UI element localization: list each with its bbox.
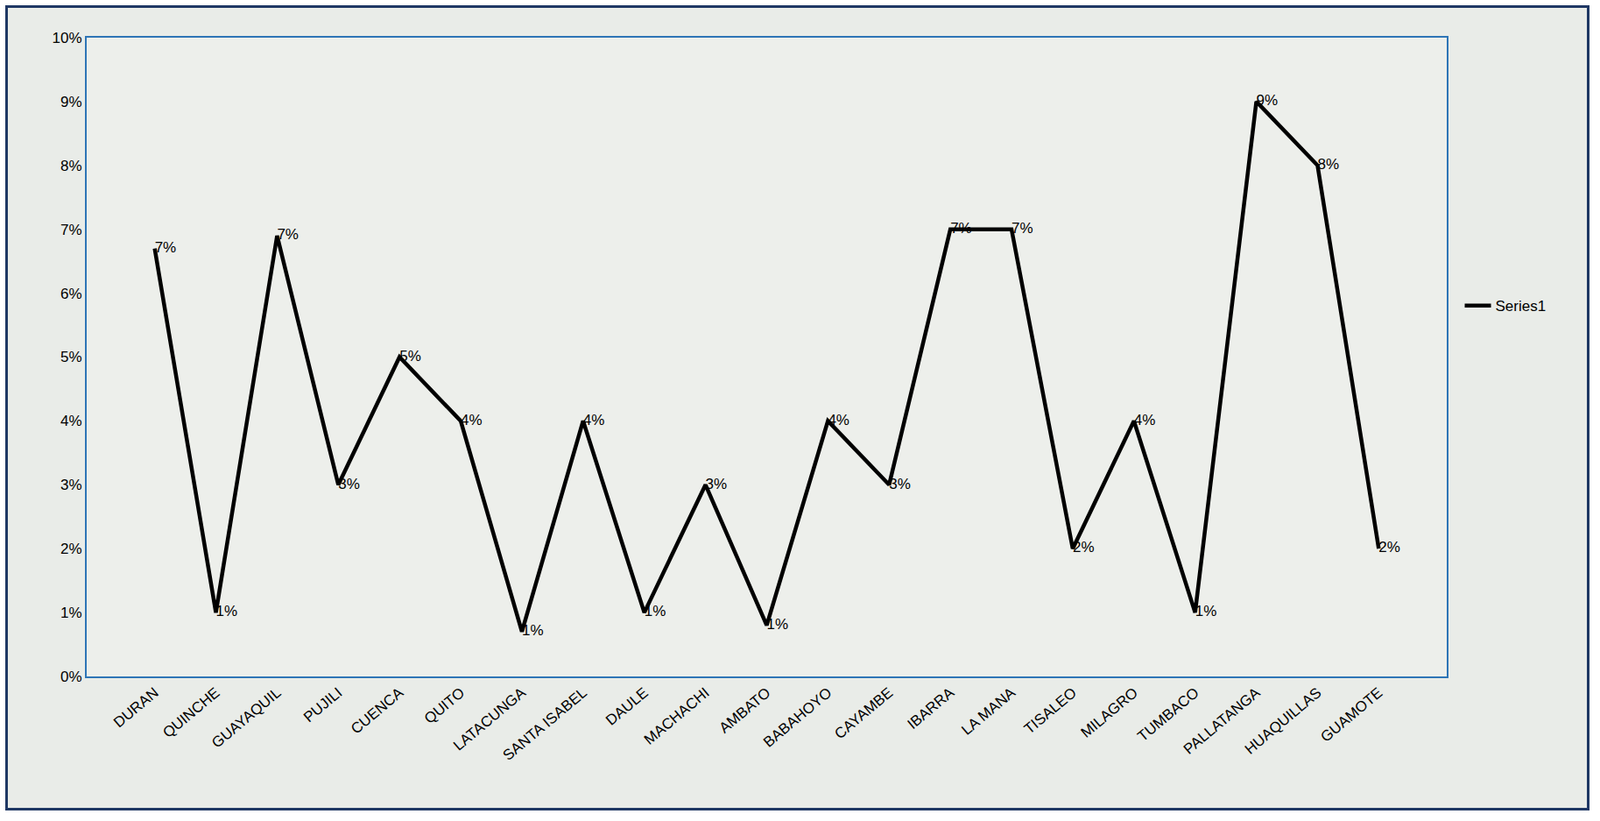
svg-text:Series1: Series1 — [1495, 297, 1547, 315]
svg-text:7%: 7% — [155, 239, 177, 256]
svg-text:CUENCA: CUENCA — [347, 683, 408, 738]
svg-text:LATACUNGA: LATACUNGA — [450, 683, 529, 754]
svg-text:2%: 2% — [1378, 538, 1401, 556]
svg-text:1%: 1% — [60, 604, 83, 621]
svg-text:4%: 4% — [460, 411, 483, 429]
svg-text:7%: 7% — [950, 219, 973, 237]
svg-text:3%: 3% — [338, 475, 360, 493]
svg-text:GUAYAQUIL: GUAYAQUIL — [208, 683, 284, 752]
svg-text:7%: 7% — [1011, 219, 1034, 237]
svg-text:1%: 1% — [644, 602, 667, 620]
svg-text:DURAN: DURAN — [110, 683, 163, 731]
svg-text:8%: 8% — [1317, 155, 1340, 173]
svg-text:3%: 3% — [705, 475, 728, 493]
svg-text:3%: 3% — [60, 476, 83, 494]
svg-text:1%: 1% — [767, 615, 790, 633]
svg-text:AMBATO: AMBATO — [716, 683, 775, 737]
svg-text:PUJILI: PUJILI — [300, 683, 346, 726]
svg-text:5%: 5% — [60, 348, 83, 366]
svg-text:10%: 10% — [52, 29, 83, 47]
svg-text:9%: 9% — [1256, 91, 1279, 109]
svg-text:MILAGRO: MILAGRO — [1078, 683, 1142, 741]
svg-text:3%: 3% — [888, 475, 911, 493]
svg-text:IBARRA: IBARRA — [903, 683, 958, 733]
svg-text:GUAMOTE: GUAMOTE — [1317, 683, 1386, 746]
svg-text:TUMBACO: TUMBACO — [1134, 683, 1202, 745]
svg-text:1%: 1% — [216, 602, 239, 620]
svg-text:HUAQUILLAS: HUAQUILLAS — [1241, 683, 1326, 758]
svg-text:LA MANA: LA MANA — [958, 683, 1019, 739]
svg-text:PALLATANGA: PALLATANGA — [1180, 683, 1264, 757]
svg-text:9%: 9% — [60, 93, 83, 111]
svg-text:7%: 7% — [276, 225, 299, 243]
svg-text:CAYAMBE: CAYAMBE — [831, 683, 896, 742]
svg-text:0%: 0% — [60, 668, 83, 685]
svg-text:BABAHOYO: BABAHOYO — [760, 683, 835, 751]
svg-text:4%: 4% — [60, 412, 83, 430]
svg-text:8%: 8% — [60, 157, 83, 175]
svg-text:4%: 4% — [1134, 411, 1156, 429]
svg-text:SANTA ISABEL: SANTA ISABEL — [500, 683, 591, 764]
svg-text:4%: 4% — [827, 411, 850, 429]
svg-text:QUITO: QUITO — [421, 683, 468, 727]
svg-text:6%: 6% — [60, 285, 83, 303]
svg-text:4%: 4% — [583, 411, 606, 429]
svg-text:7%: 7% — [60, 221, 83, 239]
svg-text:2%: 2% — [1072, 538, 1095, 556]
svg-text:DAULE: DAULE — [602, 683, 652, 729]
svg-text:QUINCHE: QUINCHE — [159, 683, 223, 741]
svg-text:5%: 5% — [399, 347, 422, 365]
svg-text:MACHACHI: MACHACHI — [641, 683, 713, 748]
svg-text:2%: 2% — [60, 540, 83, 557]
svg-text:1%: 1% — [521, 621, 544, 639]
svg-text:1%: 1% — [1195, 602, 1218, 620]
svg-text:TISALEO: TISALEO — [1021, 683, 1080, 738]
